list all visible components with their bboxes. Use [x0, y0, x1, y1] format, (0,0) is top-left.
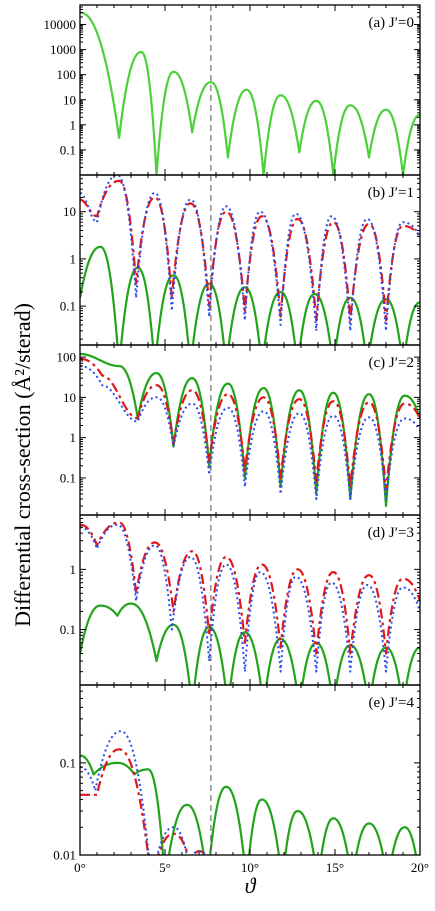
y-tick-label: 0.1: [60, 755, 76, 770]
panels-group: 0.1 1 10 100 1000 10000 (a) J′=0 0.1 1 10 (b) J′=1…: [44, 4, 429, 875]
panel-2: 0.1 1 10 (b) J′=1: [60, 174, 421, 346]
y-tick-label: 0.1: [60, 470, 76, 485]
y-tick-label: 1: [70, 430, 77, 445]
series-line-solid: [80, 602, 420, 685]
y-tick-label: 10: [63, 204, 76, 219]
panel-label: (d) J′=3: [368, 525, 414, 541]
series-line-dotted: [80, 523, 420, 673]
y-axis-title: Differential cross-section (Å²/sterad): [10, 303, 35, 627]
y-tick-label: 0.1: [60, 622, 76, 637]
y-tick-label: 1000: [50, 42, 76, 57]
y-tick-label: 10: [63, 390, 76, 405]
y-tick-label: 0.1: [60, 142, 76, 157]
series-line-solid: [80, 754, 417, 855]
panel-5: 0.01 0.1 (e) J′=4 0° 5° 10° 15° 20°: [53, 684, 429, 875]
series-line-dotted: [80, 365, 420, 500]
panel-4: 0.1 1 (d) J′=3: [60, 514, 421, 686]
series-line-solid: [80, 11, 420, 175]
series-line-dotted: [80, 730, 207, 855]
panel-label: (c) J′=2: [369, 355, 414, 371]
y-tick-label: 10000: [44, 17, 77, 32]
x-tick-label: 5°: [159, 860, 171, 875]
series-line-dotted: [80, 175, 420, 332]
series-line-dashed: [80, 357, 420, 492]
panel-label: (b) J′=1: [368, 185, 414, 201]
y-tick-label: 1: [70, 562, 77, 577]
y-tick-label: 100: [57, 67, 77, 82]
panel-plot-area: [80, 515, 420, 685]
panel-plot-area: [80, 5, 420, 175]
y-tick-label: 1: [70, 117, 77, 132]
series-line-dashed: [80, 748, 207, 855]
panel-label: (a) J′=0: [369, 15, 414, 31]
x-tick-label: 20°: [411, 860, 429, 875]
x-tick-label: 10°: [241, 860, 259, 875]
x-axis-title: ϑ: [245, 873, 257, 898]
y-tick-label: 0.01: [53, 848, 76, 863]
x-tick-label: 0°: [74, 860, 86, 875]
series-line-dashed: [80, 179, 420, 322]
panel-1: 0.1 1 10 100 1000 10000 (a) J′=0: [44, 4, 421, 176]
y-tick-label: 100: [57, 350, 77, 365]
y-tick-label: 10: [63, 92, 76, 107]
series-line-dashed: [80, 521, 420, 655]
panel-plot-area: [80, 175, 420, 345]
x-tick-label: 15°: [326, 860, 344, 875]
panel-plot-area: [80, 345, 420, 515]
y-tick-label: 0.1: [60, 299, 76, 314]
panel-label: (e) J′=4: [369, 695, 415, 711]
panel-3: 0.1 1 10 100 (c) J′=2: [57, 344, 421, 516]
y-tick-label: 1: [70, 251, 77, 266]
panel-plot-area: [80, 685, 417, 855]
series-line-solid: [80, 352, 420, 508]
